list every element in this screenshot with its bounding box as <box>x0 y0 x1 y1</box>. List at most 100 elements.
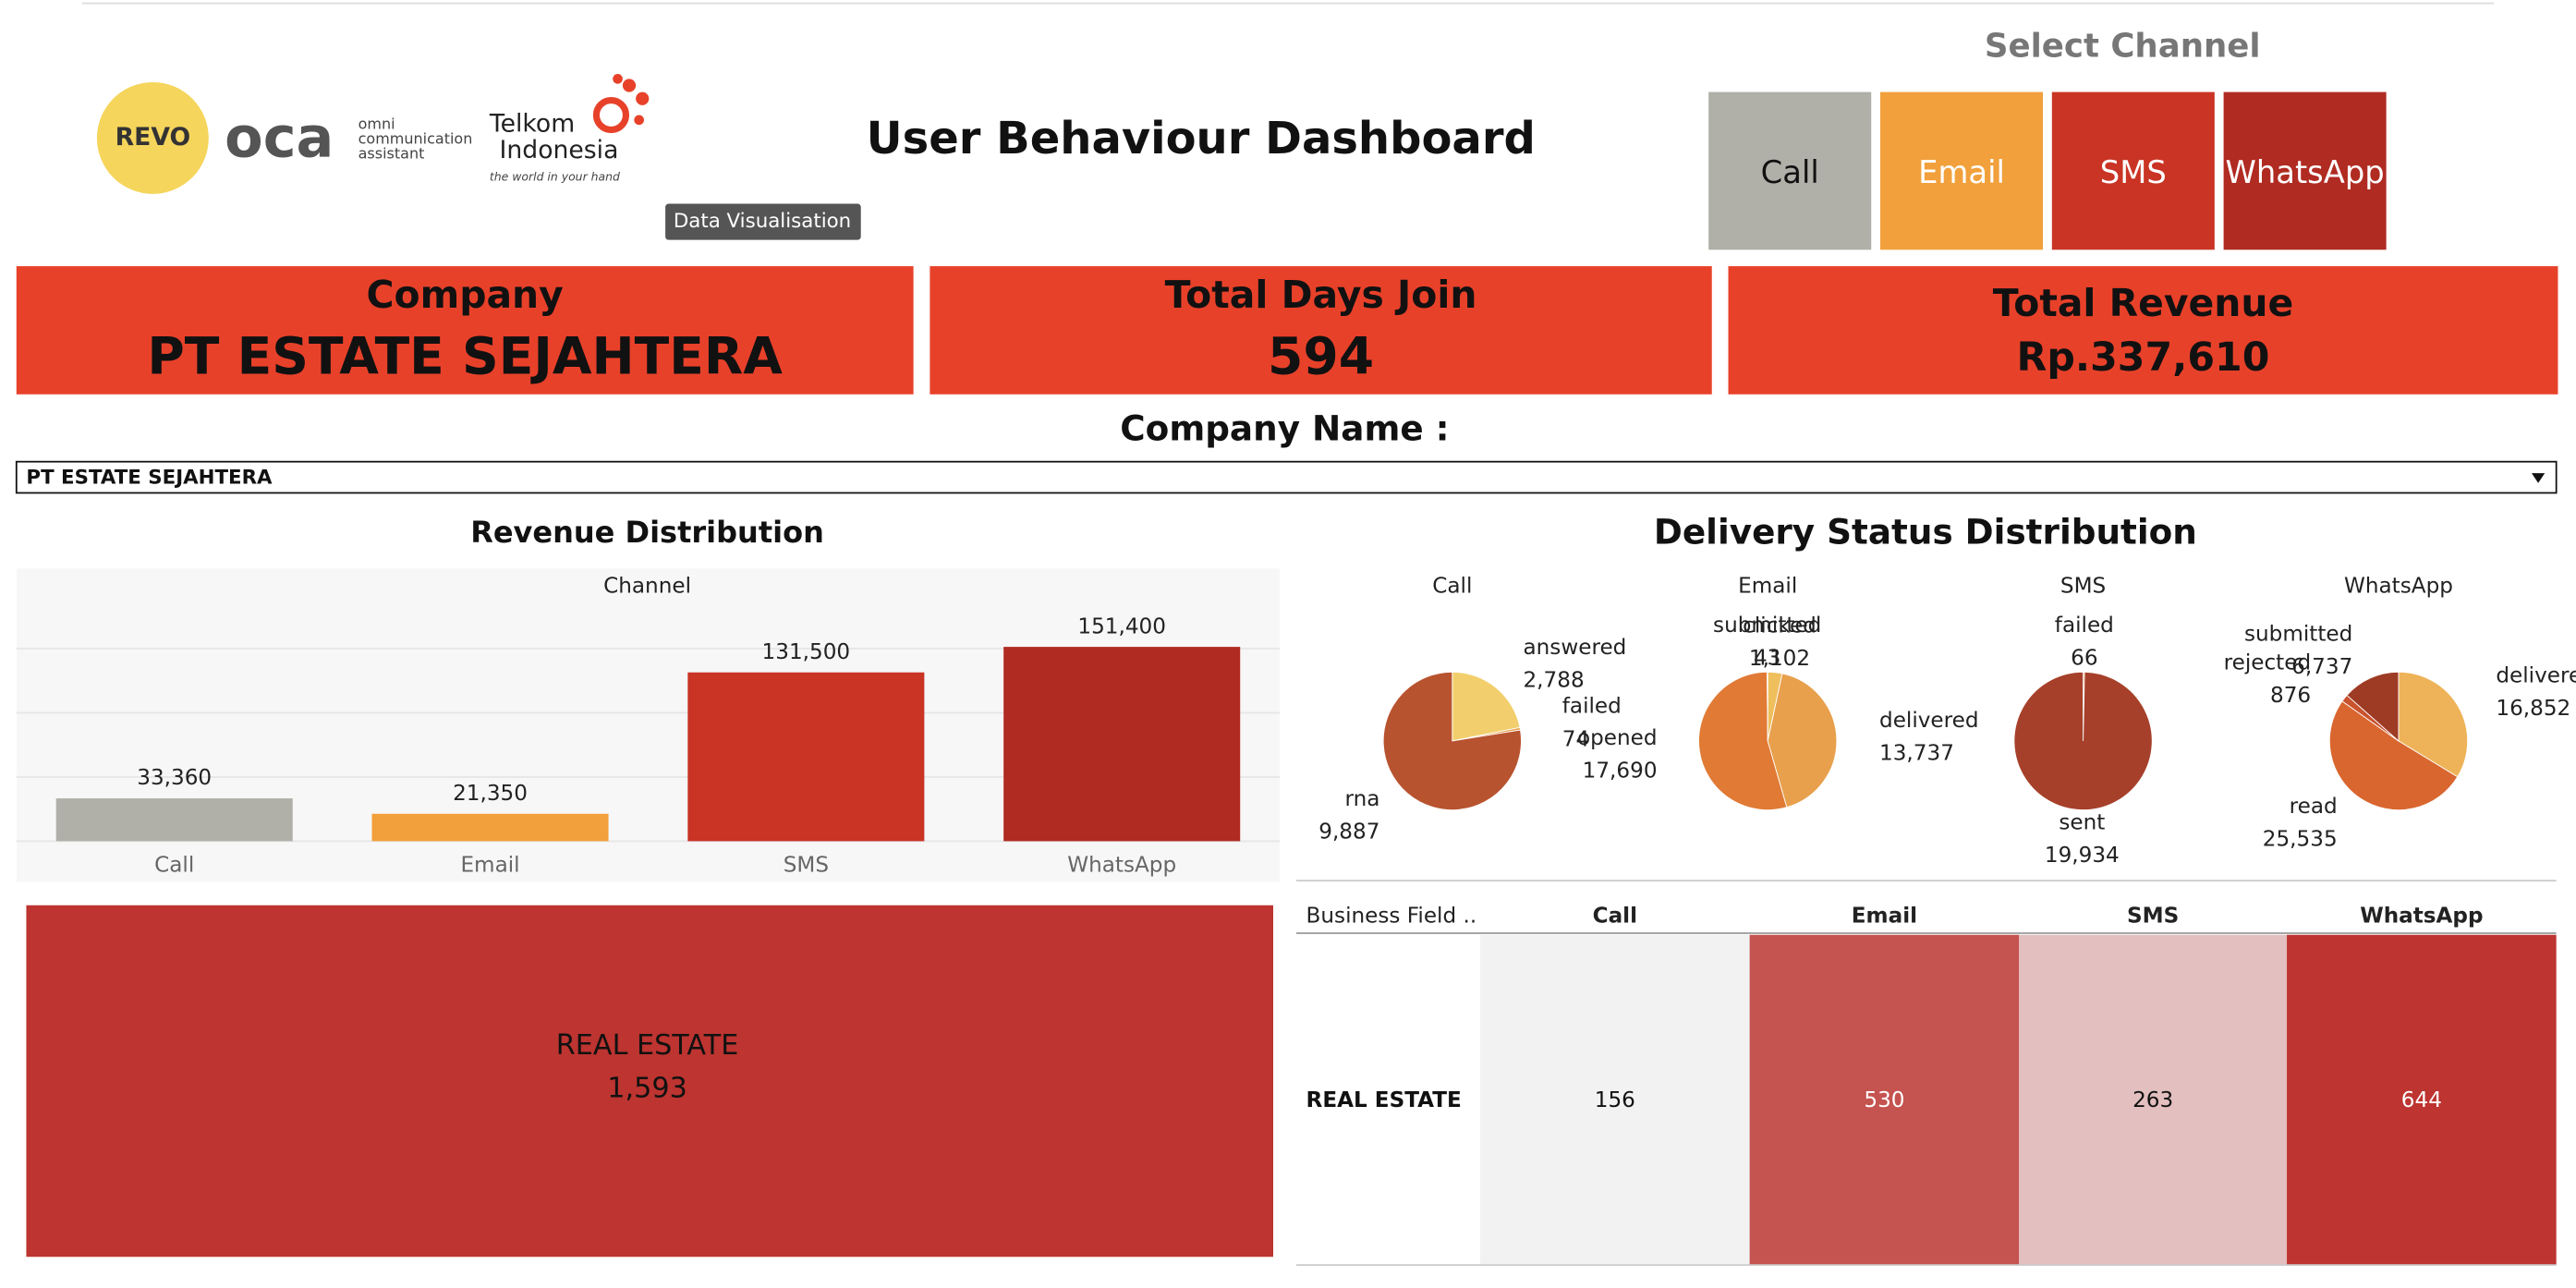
dropdown[interactable] <box>15 460 2558 494</box>
channel-button-label: SMS <box>2100 154 2167 190</box>
telkom-logo: Telkom <box>489 110 575 139</box>
revo-logo <box>96 81 209 194</box>
slice-value: 13,737 <box>1879 742 1954 766</box>
pie-slice <box>1382 671 1522 811</box>
tile-value: 1,593 <box>607 1072 687 1104</box>
channel-button[interactable] <box>1708 91 1872 250</box>
table-cell <box>1480 934 1750 1266</box>
dropdown-arrow <box>2531 473 2546 483</box>
slice-value: 66 <box>2071 647 2097 671</box>
filter-label: Company Name : <box>1120 407 1449 448</box>
chart-title: Delivery Status Distribution <box>1654 511 2197 552</box>
revo-text: REVO <box>115 123 191 152</box>
slice-label: failed <box>1562 695 1622 719</box>
slice-label: read <box>2290 795 2338 819</box>
pie-slice <box>2398 671 2469 778</box>
data-label: 33,360 <box>137 766 212 790</box>
telkom-logo: Indonesia <box>500 136 619 164</box>
table-header: Email <box>1852 905 1917 929</box>
slice-value: 2,788 <box>1523 669 1584 693</box>
panel-header: Call <box>1432 574 1472 598</box>
cell-value: 644 <box>2401 1088 2442 1112</box>
bar <box>1003 647 1241 842</box>
slice-value: 16,852 <box>2496 697 2570 721</box>
kpi-label: Company <box>367 273 564 317</box>
cell-value: 530 <box>1864 1088 1904 1112</box>
tooltip: Data Visualisation <box>674 210 851 233</box>
table-header: Call <box>1593 905 1637 929</box>
telkom-icon <box>592 74 650 134</box>
x-tick-label: Call <box>154 854 194 878</box>
slice-label: answered <box>1523 636 1626 660</box>
slice-label: rejected <box>2224 650 2312 674</box>
slice-value: 1,102 <box>1749 647 1810 671</box>
slice-value: 19,934 <box>2045 844 2120 868</box>
x-tick-label: Email <box>460 854 519 878</box>
cell-value: 263 <box>2132 1088 2173 1112</box>
kpi-card <box>930 266 1712 395</box>
pie-slice <box>2346 671 2400 742</box>
slice-label: rna <box>1345 787 1380 811</box>
pie-slice <box>2328 700 2459 811</box>
channel-button[interactable] <box>1879 91 2044 250</box>
kpi-value: Rp.337,610 <box>2017 334 2270 381</box>
table-cell <box>1749 934 2020 1266</box>
channel-button[interactable] <box>2051 91 2215 250</box>
kpi-value: PT ESTATE SEJAHTERA <box>147 327 783 386</box>
slice-label: failed <box>2055 614 2114 638</box>
slice-value: 17,690 <box>1583 759 1658 784</box>
table-header: WhatsApp <box>2360 905 2483 929</box>
slice-label: sent <box>2059 810 2105 834</box>
oca-tagline: omni <box>358 115 395 133</box>
channel-button[interactable] <box>2223 91 2387 250</box>
tile-label: REAL ESTATE <box>556 1029 738 1062</box>
treemap-tile <box>26 905 1273 1258</box>
channel-button-label: Email <box>1918 154 2005 190</box>
table-cell <box>2019 934 2288 1266</box>
data-label: 151,400 <box>1077 614 1166 638</box>
x-tick-label: WhatsApp <box>1067 854 1176 878</box>
kpi-card <box>1728 266 2558 395</box>
slice-value: 25,535 <box>2263 827 2338 851</box>
telkom-tagline: the world in your hand <box>490 170 620 184</box>
selector-label: Select Channel <box>1985 28 2261 66</box>
panel-header: WhatsApp <box>2344 574 2453 598</box>
x-tick-label: SMS <box>784 854 829 878</box>
bar <box>55 798 293 842</box>
table-header: SMS <box>2127 905 2179 929</box>
oca-logo: oca <box>225 106 334 171</box>
channel-button-label: Call <box>1761 154 1819 190</box>
pie-slice <box>1698 671 1788 811</box>
slice-label: opened <box>1577 726 1658 750</box>
kpi-value: 594 <box>1268 327 1374 386</box>
slice-label: delivered <box>1879 709 1979 733</box>
slice-value: 43 <box>1754 647 1780 671</box>
dashboard-title: User Behaviour Dashboard <box>867 113 1536 164</box>
row-label: REAL ESTATE <box>1306 1088 1462 1112</box>
column-header: Channel <box>603 574 691 598</box>
panel-header: Email <box>1738 574 1797 598</box>
data-label: 131,500 <box>762 640 851 664</box>
slice-label: delivered <box>2496 663 2576 687</box>
slice-value: 6,737 <box>2291 655 2352 679</box>
kpi-card <box>16 266 914 395</box>
slice-value: 876 <box>2270 684 2311 708</box>
pie-slice <box>1452 671 1521 742</box>
panel-header: SMS <box>2060 574 2106 598</box>
pie-slice <box>2013 671 2153 811</box>
table-header: Business Field .. <box>1306 905 1477 929</box>
tooltip-box <box>665 203 861 240</box>
channel-button-label: WhatsApp <box>2225 154 2384 190</box>
oca-tagline: assistant <box>358 145 425 163</box>
kpi-label: Total Revenue <box>1993 281 2293 325</box>
cell-value: 156 <box>1595 1088 1635 1112</box>
bar <box>687 672 925 842</box>
chart-title: Revenue Distribution <box>470 515 824 550</box>
kpi-label: Total Days Join <box>1165 273 1477 317</box>
slice-value: 9,887 <box>1318 820 1379 844</box>
oca-tagline: communication <box>358 130 473 148</box>
slice-label: submitted <box>2244 622 2352 646</box>
slice-label: submitted <box>1713 614 1821 638</box>
